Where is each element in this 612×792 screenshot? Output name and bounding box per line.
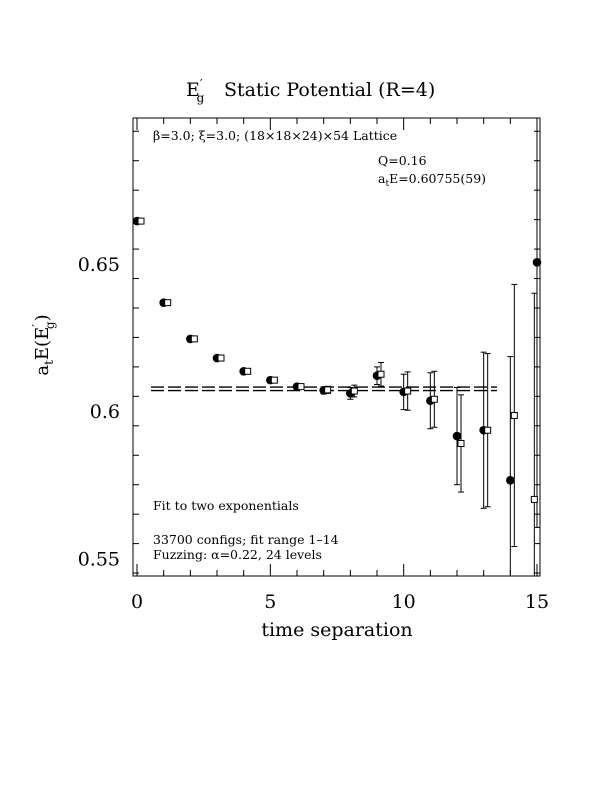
ylabel-e: E(E [32, 327, 53, 360]
x-tick-label: 5 [264, 591, 276, 613]
fit-energy-annotation: atE=0.60755(59) [378, 171, 486, 189]
data-point-square [484, 426, 492, 434]
data-point-square [350, 387, 358, 395]
data-point-square [510, 411, 518, 419]
data-point-square [457, 439, 465, 447]
ylabel-a: a [32, 365, 53, 376]
fit-energy-rest: E=0.60755(59) [389, 171, 486, 186]
fuzzing-annotation: Fuzzing: α=0.22, 24 levels [153, 547, 322, 562]
data-point-square [164, 299, 172, 307]
data-point-square [190, 335, 198, 343]
data-point-square [430, 395, 438, 403]
data-point-square [137, 217, 145, 225]
data-point-square [270, 376, 278, 384]
configs-annotation: 33700 configs; fit range 1–14 [153, 532, 339, 547]
y-tick-label: 0.65 [78, 254, 120, 276]
fit-method-annotation: Fit to two exponentials [153, 498, 299, 513]
x-tick-label: 10 [392, 591, 416, 613]
x-tick-label: 0 [131, 591, 143, 613]
ylabel-t: t [42, 360, 56, 365]
axis-tick-labels: 0 5 10 15 0.55 0.6 0.65 [78, 254, 549, 613]
data-point-square [217, 354, 225, 362]
data-point-circle [452, 431, 462, 441]
ylabel-close: ) [32, 314, 53, 321]
data-point-square [324, 386, 332, 394]
data-point-square [244, 367, 252, 375]
fit-energy-a: a [378, 171, 386, 186]
chart-title: E′ g Static Potential (R=4) [186, 77, 435, 105]
fit-energy-t: t [385, 179, 389, 189]
plot-frame [132, 117, 541, 577]
data-point-circle [506, 475, 515, 485]
lattice-annotation: β=3.0; ξ=3.0; (18×18×24)×54 Lattice [153, 128, 397, 143]
data-point-square [530, 495, 538, 503]
x-tick-label: 15 [525, 591, 549, 613]
svg-text:E′g: E′ g [186, 77, 205, 105]
y-tick-label: 0.55 [78, 548, 120, 570]
svg-text:atE(E′g): atE(E′g) [30, 314, 57, 375]
data-point-square [404, 387, 412, 395]
ylabel-g: g [43, 321, 57, 329]
data-point-circle [532, 258, 542, 267]
title-rest: Static Potential (R=4) [224, 79, 435, 101]
data-points [132, 118, 542, 576]
x-axis-label: time separation [261, 619, 412, 641]
title-main: E [186, 79, 200, 101]
data-point-square [297, 383, 305, 391]
y-axis-label: atE(E′g) [30, 314, 57, 375]
ylabel-prime: ′ [30, 324, 44, 327]
q-annotation: Q=0.16 [378, 153, 427, 168]
title-prime: ′ [200, 77, 203, 91]
title-sub: g [197, 91, 205, 105]
y-tick-label: 0.6 [90, 401, 120, 423]
axis-ticks [133, 118, 540, 576]
data-point-square [377, 370, 385, 378]
